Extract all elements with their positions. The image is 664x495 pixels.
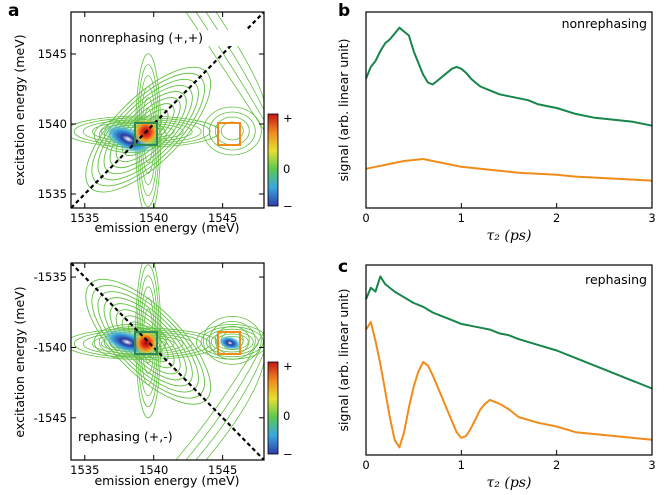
contour-line [202, 106, 262, 156]
y-tick-label: -1535 [34, 270, 67, 284]
contour-line [185, 341, 264, 460]
x-tick-label: 1 [458, 211, 465, 225]
x-tick-label: 0 [362, 211, 369, 225]
series-line-orange [365, 321, 653, 449]
colorbar-minus: − [283, 447, 293, 461]
colorbar-top: + 0 − [267, 111, 293, 213]
y-axis-label: excitation energy (meV) [12, 34, 27, 185]
negative-peak [103, 123, 153, 155]
diagonal-line [71, 12, 264, 208]
orange-box [217, 122, 241, 146]
x-tick-label: 1545 [208, 463, 237, 477]
contour-line [185, 12, 264, 131]
contour-line [215, 12, 264, 101]
series-line-green [365, 275, 653, 390]
line-plot-nonrephasing: nonrephasing 0 1 2 3 signal (arb. linear un… [336, 11, 656, 244]
colorbar-plus: + [283, 111, 293, 125]
series-lines [365, 275, 653, 449]
series-line-green [365, 26, 653, 127]
contour-line [205, 361, 264, 460]
y-tick-label: 1540 [38, 117, 67, 131]
x-axis-label: emission energy (meV) [94, 473, 239, 488]
plot-frame [365, 264, 653, 456]
y-axis-label: signal (arb. linear unit) [336, 39, 351, 182]
x-tick-label: 1535 [70, 463, 99, 477]
contour-line [200, 326, 264, 358]
negative-peak [218, 335, 242, 351]
panel-label-a: a [8, 1, 19, 21]
diagonal-line [71, 263, 264, 460]
x-tick-label: 2 [553, 458, 560, 472]
x-tick-label: 1540 [139, 211, 168, 225]
y-axis-label: excitation energy (meV) [12, 286, 27, 437]
colorbar-bottom: + 0 − [267, 359, 293, 461]
x-tick-label: 3 [648, 211, 655, 225]
x-axis-label: τ₂ (ps) [487, 475, 532, 491]
colorbar-minus: − [283, 199, 293, 213]
x-tick-label: 3 [648, 458, 655, 472]
colorbar-zero: 0 [283, 409, 290, 423]
y-tick-label: 1535 [38, 187, 67, 201]
plot-frame [70, 262, 265, 461]
panel-label-b: b [338, 1, 350, 21]
x-axis-label: τ₂ (ps) [487, 228, 532, 244]
colorbar-plus: + [283, 359, 293, 373]
plot-frame [70, 11, 265, 209]
map-title: rephasing (+,-) [78, 429, 173, 444]
x-tick-label: 1535 [70, 211, 99, 225]
contour-line [195, 12, 264, 121]
series-lines [365, 26, 653, 182]
colorbar-zero: 0 [283, 162, 290, 176]
axis-ticks: 0 1 2 3 [362, 203, 656, 225]
positive-peak [134, 331, 158, 355]
map-title: nonrephasing (+,+) [79, 30, 203, 45]
contour-map-nonrephasing: nonrephasing (+,+) 1535 1540 1545153515401… [12, 11, 265, 235]
y-axis-label: signal (arb. linear unit) [336, 289, 351, 432]
plot-title: rephasing [585, 272, 647, 287]
contour-line [208, 111, 256, 151]
orange-box [217, 331, 241, 355]
title-bg [76, 429, 184, 445]
x-tick-label: 2 [553, 211, 560, 225]
contour-line [175, 331, 264, 460]
y-tick-label: -1545 [34, 411, 67, 425]
x-tick-label: 1545 [208, 211, 237, 225]
contour-line [205, 12, 264, 111]
green-box [134, 122, 158, 146]
contour-line [195, 351, 264, 460]
colorbar [267, 113, 279, 207]
contour-line [208, 320, 256, 360]
plot-frame [365, 11, 653, 209]
green-box [134, 331, 158, 355]
colorbar [267, 361, 279, 455]
contour-line [202, 315, 262, 365]
panel-label-c: c [338, 257, 348, 277]
axis-ticks: 1535 1540 1545 -1535 -1540 -1545 [34, 263, 264, 477]
x-tick-label: 1540 [139, 463, 168, 477]
x-axis-label: emission energy (meV) [94, 220, 239, 235]
axis-ticks: 0 1 2 3 [362, 450, 656, 472]
line-plot-rephasing: rephasing 0 1 2 3 signal (arb. linear unit)… [336, 264, 656, 491]
contour-line [214, 116, 250, 146]
x-tick-label: 1 [458, 458, 465, 472]
y-tick-label: -1540 [34, 340, 67, 354]
plot-title: nonrephasing [562, 16, 647, 31]
title-bg [77, 30, 247, 46]
contour-line [98, 326, 162, 358]
y-tick-label: 1545 [38, 47, 67, 61]
contour-map-rephasing: rephasing (+,-) 1535 1540 1545 -1535 -1540 -1… [12, 262, 265, 488]
series-line-orange [365, 158, 653, 182]
x-tick-label: 0 [362, 458, 369, 472]
axis-ticks: 1535 1540 1545 1535 1540 1545 [38, 12, 264, 225]
